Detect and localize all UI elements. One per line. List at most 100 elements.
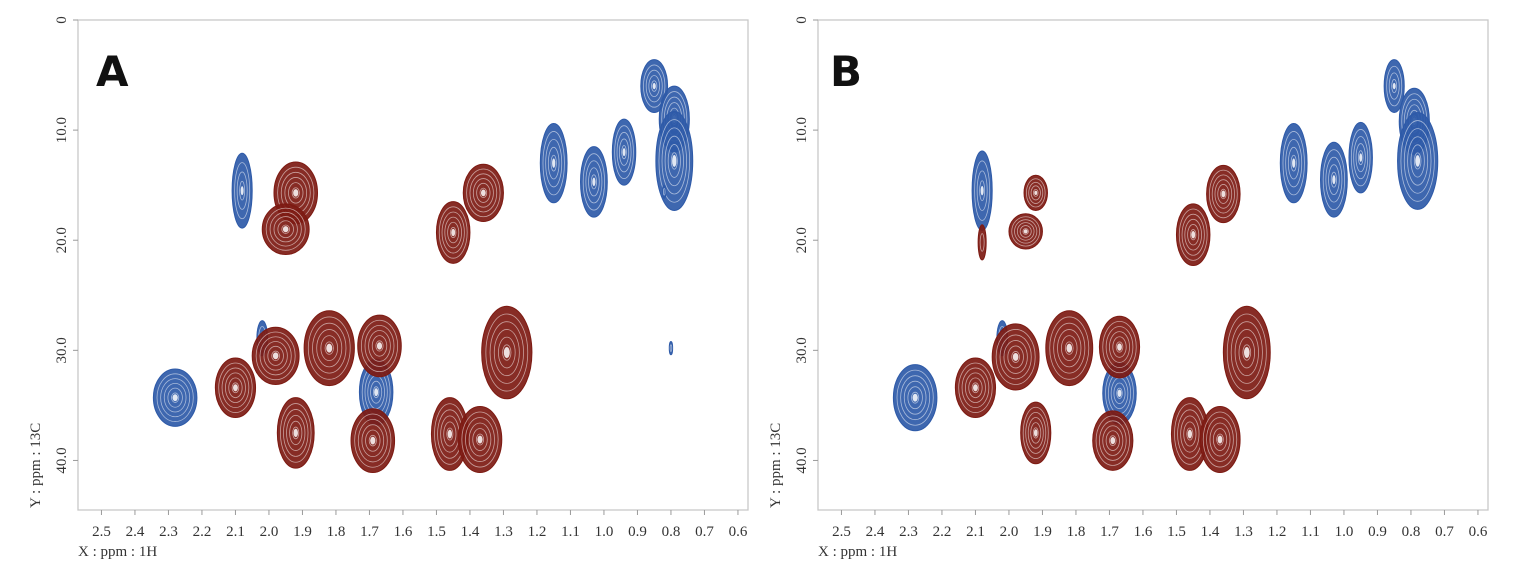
panel-a-peak (276, 397, 315, 469)
panel-a-peaks (152, 59, 694, 474)
panel-b-peak (1199, 405, 1241, 474)
panel-b-x-tick-label: 1.2 (1268, 524, 1287, 540)
panel-b-x-tick-label: 1.4 (1201, 524, 1220, 540)
panel-a-x-tick-label: 2.4 (126, 524, 145, 540)
panel-a: A X : ppm : 1H Y : ppm : 13C 2.5 2.4 2.3 2.… (28, 16, 749, 560)
panel-a-x-tick-label: 1.4 (461, 524, 480, 540)
panel-b-y-tick-label: 10.0 (794, 117, 810, 143)
panel-b-x-axis-label: X : ppm : 1H (818, 544, 897, 560)
panel-a-x-tick-label: 1.3 (494, 524, 513, 540)
panel-b-x-tick-label: 2.2 (933, 524, 952, 540)
panel-a-x-tick-label: 1.8 (327, 524, 346, 540)
panel-a-x-axis-label: X : ppm : 1H (78, 544, 157, 560)
panel-a-peak (430, 397, 469, 471)
panel-a-peak (580, 146, 608, 218)
panel-b-y-tick-label: 0 (794, 16, 810, 24)
panel-a-peak (539, 123, 568, 204)
panel-b-peaks (892, 59, 1439, 474)
panel-a-peak (457, 405, 503, 474)
panel-a-plot-frame (77, 19, 749, 511)
panel-b-y-tick-label: 20.0 (794, 227, 810, 253)
panel-b-peak (1320, 141, 1348, 218)
panel-b-peak (1008, 213, 1043, 250)
panel-b-x-tick-label: 2.4 (866, 524, 885, 540)
panel-a-y-tick-label: 0 (54, 16, 70, 24)
panel-b-plot-frame (817, 19, 1489, 511)
panel-a-x-tick-label: 1.0 (595, 524, 614, 540)
panel-b-peak (971, 150, 993, 231)
panel-a-peak (668, 341, 674, 356)
panel-a-peak (462, 163, 504, 223)
panel-b-x-tick-label: 0.6 (1469, 524, 1488, 540)
panel-a-peak (481, 305, 533, 400)
panel-b-peak (1020, 401, 1052, 465)
panel-b-x-tick-label: 0.7 (1435, 524, 1454, 540)
panel-b-x-tick-label: 0.9 (1368, 524, 1387, 540)
panel-a-peak (435, 201, 471, 264)
panel-b-x-tick-label: 0.8 (1402, 524, 1421, 540)
panel-a-x-tick-label: 1.1 (561, 524, 580, 540)
panel-b-peak (1383, 59, 1405, 113)
panel-b-x-tick-label: 1.9 (1033, 524, 1052, 540)
panel-a-peak (662, 184, 667, 199)
panel-b-x-tick-label: 2.3 (899, 524, 918, 540)
panel-a-x-tick-label: 0.7 (695, 524, 714, 540)
panel-a-x-tick-label: 0.9 (628, 524, 647, 540)
panel-a-peak (214, 357, 257, 419)
panel-a-peak (251, 326, 300, 385)
panel-b-x-tick-label: 1.0 (1335, 524, 1354, 540)
panel-a-x-tick-label: 2.0 (260, 524, 279, 540)
panel-b-x-tick-label: 2.5 (832, 524, 851, 540)
panel-b-peak (1279, 123, 1308, 204)
panel-a-x-tick-label: 2.3 (159, 524, 178, 540)
panel-a-peak (303, 310, 355, 387)
panel-a-peak (261, 203, 310, 256)
panel-a-x-tick-label: 1.9 (293, 524, 312, 540)
panel-b-x-tick-label: 1.8 (1067, 524, 1086, 540)
panel-b-y-tick-label: 40.0 (794, 447, 810, 473)
panel-b-x-tick-label: 1.7 (1100, 524, 1119, 540)
panel-a-y-axis-label: Y : ppm : 13C (28, 423, 44, 508)
panel-b-peak (1348, 121, 1373, 194)
panel-b-x-tick-label: 1.6 (1134, 524, 1153, 540)
panel-a-x-tick-label: 1.5 (427, 524, 446, 540)
panel-a-x-tick-label: 1.2 (528, 524, 547, 540)
panel-a-y-tick-label: 20.0 (54, 227, 70, 253)
panel-a-x-tick-label: 1.6 (394, 524, 413, 540)
panel-b-peak (1092, 410, 1134, 471)
panel-b-x-tick-label: 1.5 (1167, 524, 1186, 540)
panel-a-peak (611, 118, 637, 186)
panel-b-y-axis-label: Y : ppm : 13C (768, 423, 784, 508)
panel-a-peak (231, 152, 253, 229)
panel-b-peak (991, 323, 1040, 391)
panel-b-peak (1222, 305, 1271, 400)
panel-a-peak (357, 314, 402, 378)
panel-a-peak (640, 59, 669, 113)
panel-a-x-tick-label: 2.5 (92, 524, 111, 540)
panel-a-peak (655, 110, 694, 211)
panel-b-peak (1045, 310, 1094, 387)
panel-a-x-tick-label: 2.1 (226, 524, 245, 540)
panel-label-a: A (96, 47, 129, 96)
panel-b-peak (1206, 164, 1241, 224)
panel-a-x-tick-label: 0.6 (729, 524, 748, 540)
panel-a-y-tick-label: 10.0 (54, 117, 70, 143)
panel-b-peak (1023, 174, 1048, 211)
panel-label-b: B (830, 47, 862, 96)
panel-b-x-tick-label: 2.1 (966, 524, 985, 540)
panel-b: B X : ppm : 1H Y : ppm : 13C 2.5 2.4 2.3 2.… (768, 16, 1489, 560)
panel-b-peak (954, 357, 997, 419)
panel-a-x-tick-label: 2.2 (193, 524, 212, 540)
panel-b-y-tick-label: 30.0 (794, 337, 810, 363)
panel-a-peak (350, 408, 396, 474)
panel-b-peak (977, 224, 987, 261)
panel-a-y-tick-label: 30.0 (54, 337, 70, 363)
panel-b-peak (1175, 203, 1211, 267)
panel-b-peak (1397, 111, 1439, 210)
panel-b-peak (1098, 315, 1141, 379)
panel-b-peak (892, 364, 938, 432)
panel-a-peak (152, 368, 198, 427)
panel-a-y-tick-label: 40.0 (54, 447, 70, 473)
panel-b-x-tick-label: 2.0 (1000, 524, 1019, 540)
